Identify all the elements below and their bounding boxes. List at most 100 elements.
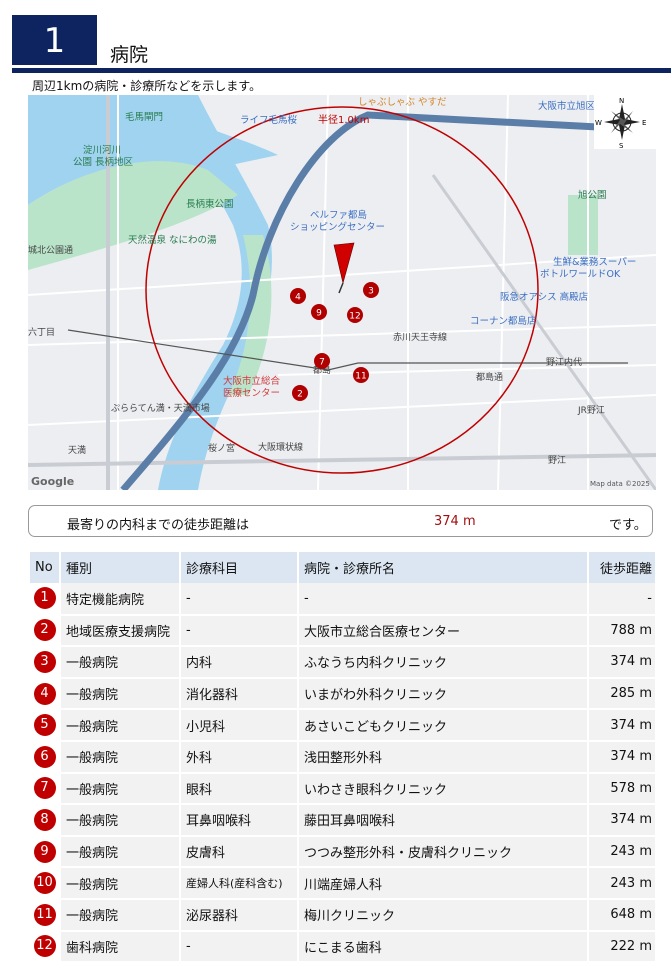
map-marker-2[interactable]: 2 — [292, 385, 308, 401]
marker-label: 9 — [316, 309, 322, 319]
map-label: 大阪環状線 — [258, 441, 303, 453]
walking-distance: - — [588, 583, 655, 616]
map[interactable]: 毛馬閘門 淀川河川 公園 長柄地区 天然温泉 なにわの湯 長柄東公園 旭公園 城… — [28, 95, 656, 490]
divider — [12, 68, 671, 73]
department: 産婦人科(産科含む) — [180, 867, 299, 900]
marker-label: 11 — [355, 372, 366, 382]
summary-prefix: 最寄りの内科までの徒歩距離は — [67, 518, 250, 533]
facility-type: 特定機能病院 — [60, 583, 181, 616]
marker-badge: 6 — [33, 745, 56, 768]
facility-name: - — [298, 583, 589, 616]
marker-badge: 9 — [33, 840, 56, 863]
table-row: 10 一般病院 産婦人科(産科含む) 川端産婦人科 243 m — [30, 867, 655, 900]
map-marker-11[interactable]: 11 — [353, 367, 369, 383]
map-label: 天然温泉 なにわの湯 — [128, 234, 217, 246]
header-name: 病院・診療所名 — [298, 552, 589, 583]
map-label: ベルファ都島 — [310, 209, 367, 221]
walking-distance: 648 m — [588, 898, 655, 932]
walking-distance: 788 m — [588, 614, 655, 648]
marker-label: 2 — [297, 390, 303, 400]
marker-label: 4 — [295, 293, 301, 303]
map-label: 淀川河川 — [83, 144, 121, 156]
row-number: 8 — [30, 804, 61, 837]
row-number: 3 — [30, 646, 61, 679]
svg-text:E: E — [642, 119, 646, 127]
marker-badge: 3 — [33, 650, 56, 673]
facility-name: いまがわ外科クリニック — [298, 677, 589, 711]
map-label: 赤川天王寺線 — [393, 331, 447, 343]
map-label: しゃぶしゃぶ やすだ — [358, 97, 447, 108]
marker-badge: 2 — [33, 619, 56, 642]
map-label: ぷららてん満・天満市場 — [111, 402, 210, 414]
facility-type: 一般病院 — [60, 677, 181, 711]
map-marker-3[interactable]: 3 — [363, 282, 379, 298]
department: 皮膚科 — [180, 835, 299, 869]
map-label: 野江内代 — [546, 356, 582, 368]
facility-name: 大阪市立総合医療センター — [298, 614, 589, 648]
header-dept: 診療科目 — [180, 552, 299, 583]
river-yodogawa — [28, 95, 278, 205]
facility-name: ふなうち内科クリニック — [298, 646, 589, 679]
map-label: 生鮮&業務スーパー — [553, 256, 636, 268]
marker-badge: 5 — [33, 714, 56, 737]
department: 眼科 — [180, 772, 299, 806]
map-marker-9[interactable]: 9 — [311, 304, 327, 320]
walking-distance: 374 m — [588, 740, 655, 774]
table-row: 2 地域医療支援病院 - 大阪市立総合医療センター 788 m — [30, 614, 655, 648]
section-number: 1 — [12, 15, 97, 65]
department: - — [180, 930, 299, 963]
walking-distance: 374 m — [588, 709, 655, 742]
department: 小児科 — [180, 709, 299, 742]
facility-type: 地域医療支援病院 — [60, 614, 181, 648]
svg-text:S: S — [619, 142, 624, 150]
park — [28, 161, 238, 270]
facility-name: 梅川クリニック — [298, 898, 589, 932]
page-title: 病院 — [110, 44, 149, 66]
marker-badge: 1 — [33, 587, 56, 610]
map-label: 阪急オアシス 高殿店 — [500, 291, 588, 303]
walking-distance: 243 m — [588, 867, 655, 900]
summary-suffix: です。 — [609, 518, 647, 533]
location-pin-icon — [333, 242, 355, 284]
map-label: 野江 — [548, 455, 566, 466]
map-label: 六丁目 — [28, 326, 55, 338]
map-label: ライフ毛馬桜 — [240, 114, 298, 126]
facility-type: 一般病院 — [60, 804, 181, 837]
marker-badge: 4 — [33, 682, 56, 705]
map-label: JR野江 — [577, 405, 605, 416]
row-number: 9 — [30, 835, 61, 869]
department: - — [180, 583, 299, 616]
map-label: 医療センター — [223, 387, 280, 399]
map-label: 天満 — [68, 445, 86, 456]
compass-icon: N S E W — [594, 95, 656, 150]
walking-distance: 578 m — [588, 772, 655, 806]
facility-type: 一般病院 — [60, 772, 181, 806]
description: 周辺1kmの病院・診療所などを示します。 — [32, 79, 262, 93]
radius-circle — [145, 106, 539, 474]
svg-text:W: W — [595, 119, 602, 127]
park — [568, 195, 598, 255]
nearest-distance-summary: 最寄りの内科までの徒歩距離は 374 m です。 — [28, 505, 653, 537]
map-marker-4[interactable]: 4 — [290, 288, 306, 304]
map-marker-7[interactable]: 7 — [314, 353, 330, 369]
facility-type: 一般病院 — [60, 646, 181, 679]
map-label: ショッピングセンター — [290, 221, 385, 233]
row-number: 5 — [30, 709, 61, 742]
table-row: 6 一般病院 外科 浅田整形外科 374 m — [30, 740, 655, 774]
facility-name: にこまる歯科 — [298, 930, 589, 963]
row-number: 2 — [30, 614, 61, 648]
marker-label: 7 — [319, 358, 325, 368]
marker-badge: 12 — [33, 935, 56, 958]
row-number: 12 — [30, 930, 61, 963]
department: 耳鼻咽喉科 — [180, 804, 299, 837]
marker-label: 3 — [368, 287, 374, 297]
marker-badge: 11 — [33, 903, 56, 926]
facility-type: 一般病院 — [60, 709, 181, 742]
radius-label: 半径1.0km — [318, 113, 369, 126]
map-marker-12[interactable]: 12 — [347, 307, 363, 323]
row-number: 11 — [30, 898, 61, 932]
table-row: 1 特定機能病院 - - - — [30, 583, 655, 616]
header-type: 種別 — [60, 552, 181, 583]
header-no: No — [30, 552, 61, 583]
walking-distance: 222 m — [588, 930, 655, 963]
